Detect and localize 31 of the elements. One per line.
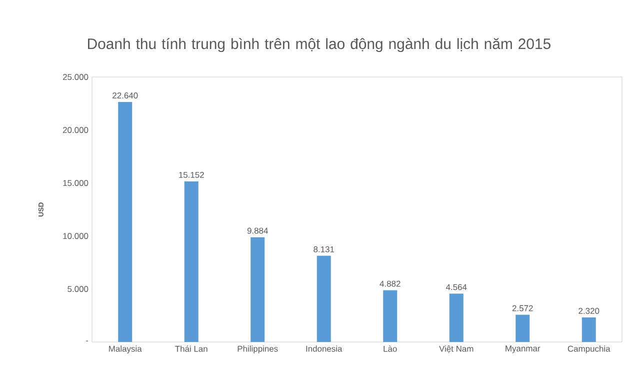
data-label: 9.884 <box>247 228 268 234</box>
data-label: 8.131 <box>314 246 334 252</box>
x-tick-label: Myanmar <box>506 346 540 354</box>
x-tick-label: Malaysia <box>109 346 142 354</box>
bar <box>118 102 132 342</box>
bar <box>516 314 530 342</box>
y-tick-label: 25.000 <box>63 74 88 80</box>
bar <box>184 181 198 342</box>
data-label: 2.572 <box>512 305 533 312</box>
y-tick-label: 20.000 <box>63 127 88 133</box>
x-tick-label: Việt Nam <box>439 346 474 353</box>
data-label: 4.564 <box>446 284 467 290</box>
y-tick-label: 15.000 <box>63 180 88 186</box>
x-tick-label: Thái Lan <box>175 346 208 352</box>
data-label: 22.640 <box>112 92 138 98</box>
chart-title: Doanh thu tính trung bình trên một lao động ngành du lịch năm 2015 <box>88 38 550 52</box>
x-tick-label: Indonesia <box>306 346 342 352</box>
y-tick-label: - <box>86 340 88 342</box>
bar <box>250 237 265 342</box>
x-tick-label: Lào <box>384 346 397 352</box>
bar <box>316 256 331 342</box>
x-tick-label: Campuchia <box>568 346 610 354</box>
y-tick-label: 10.000 <box>63 233 88 239</box>
bar <box>383 290 398 342</box>
data-label: 2.320 <box>578 308 600 314</box>
y-tick-label: 5.000 <box>68 286 88 292</box>
bar <box>582 317 596 342</box>
x-tick-label: Philippines <box>238 346 278 354</box>
data-label: 4.882 <box>380 280 400 287</box>
data-label: 15.152 <box>179 172 204 178</box>
bar <box>449 294 464 342</box>
